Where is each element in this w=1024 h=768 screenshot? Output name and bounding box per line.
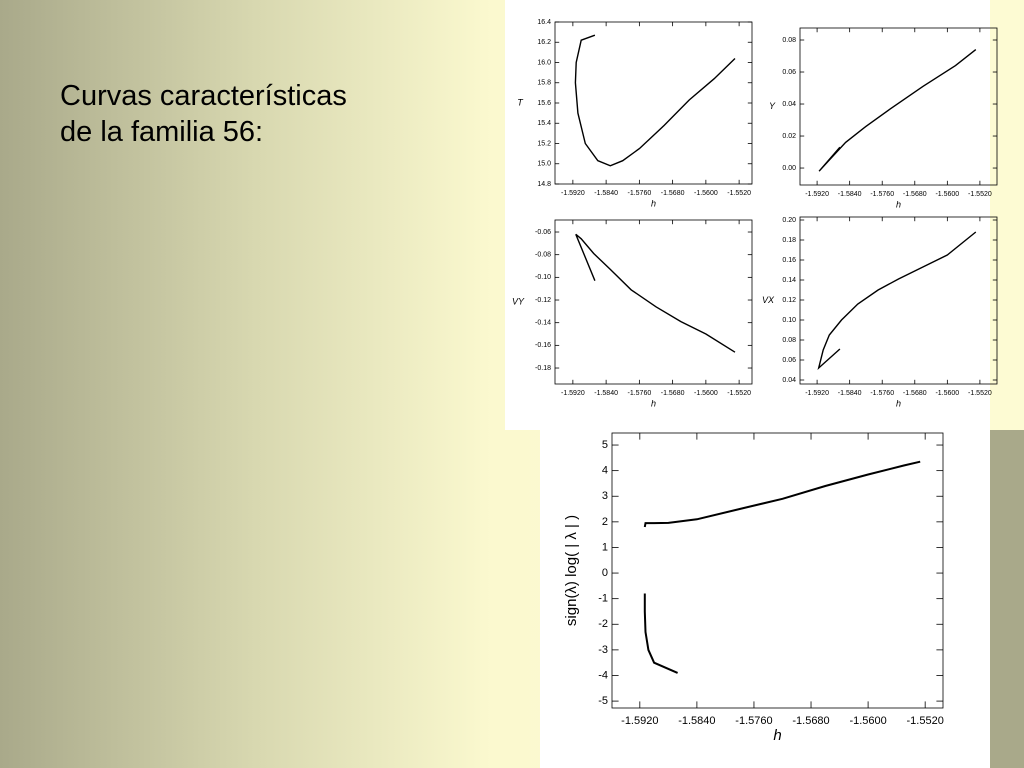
y-tick-label: 0.10 [782, 317, 796, 324]
text-line: de la familia 56: [60, 116, 264, 148]
slide-text: Curvas características de la familia 56: [60, 78, 347, 150]
y-axis-label: Y [769, 101, 776, 111]
text-line: Curvas características [60, 80, 347, 112]
x-tick-label: -1.5920 [561, 190, 585, 197]
y-tick-label: 15.0 [537, 161, 551, 168]
x-tick-label: -1.5600 [694, 390, 718, 397]
data-line [818, 49, 977, 172]
y-tick-label: 0.18 [782, 237, 796, 244]
y-tick-label: 16.2 [537, 39, 551, 46]
plot-frame [799, 27, 998, 186]
y-tick-label: 0.02 [782, 133, 796, 140]
y-tick-label: 0.04 [782, 377, 796, 384]
y-tick-label: 3 [602, 490, 608, 502]
x-tick-label: -1.5520 [727, 190, 751, 197]
plot-frame [554, 219, 753, 385]
x-tick-label: -1.5760 [627, 390, 651, 397]
y-tick-label: 15.2 [537, 140, 551, 147]
x-tick-label: -1.5600 [935, 191, 959, 198]
x-tick-label: -1.5680 [903, 191, 927, 198]
y-tick-label: -0.16 [535, 342, 551, 349]
data-line [575, 233, 736, 353]
plot-frame [611, 432, 944, 709]
y-tick-label: -5 [598, 695, 608, 707]
y-tick-label: 0.08 [782, 37, 796, 44]
plot-frame [799, 216, 998, 385]
y-tick-label: -2 [598, 618, 608, 630]
x-tick-label: -1.5840 [594, 390, 618, 397]
x-tick-label: -1.5600 [694, 190, 718, 197]
y-tick-label: 14.8 [537, 181, 551, 188]
y-tick-label: 15.4 [537, 120, 551, 127]
y-tick-label: 4 [602, 465, 608, 477]
x-axis-label: h [896, 199, 901, 209]
x-tick-label: -1.5680 [661, 190, 685, 197]
x-tick-label: -1.5920 [805, 390, 829, 397]
chart-panel [505, 0, 990, 430]
plot-frame [554, 21, 753, 185]
y-tick-label: -3 [598, 644, 608, 656]
y-tick-label: 16.4 [537, 19, 551, 26]
x-tick-label: -1.5760 [627, 190, 651, 197]
y-axis-label: VX [762, 295, 775, 305]
y-tick-label: -0.12 [535, 297, 551, 304]
x-tick-label: -1.5920 [561, 390, 585, 397]
data-line [574, 34, 736, 167]
y-tick-label: -4 [598, 669, 608, 681]
y-tick-label: -0.10 [535, 274, 551, 281]
y-tick-label: 0 [602, 567, 608, 579]
y-tick-label: -0.14 [535, 320, 551, 327]
x-tick-label: -1.5520 [727, 390, 751, 397]
y-tick-label: -0.08 [535, 252, 551, 259]
y-tick-label: 5 [602, 439, 608, 451]
y-axis-label: T [517, 97, 524, 107]
y-tick-label: 0.00 [782, 165, 796, 172]
y-tick-label: 0.04 [782, 101, 796, 108]
x-tick-label: -1.5840 [678, 715, 715, 727]
x-tick-label: -1.5760 [870, 191, 894, 198]
y-tick-label: 0.06 [782, 69, 796, 76]
y-tick-label: 15.6 [537, 100, 551, 107]
y-tick-label: 0.14 [782, 277, 796, 284]
x-axis-label: h [896, 398, 901, 408]
x-tick-label: -1.5760 [735, 715, 772, 727]
x-axis-label: h [651, 398, 656, 408]
y-tick-label: -1 [598, 593, 608, 605]
y-axis-label: VY [512, 296, 525, 306]
x-tick-label: -1.5520 [968, 390, 992, 397]
x-tick-label: -1.5680 [792, 715, 829, 727]
y-tick-label: 0.12 [782, 297, 796, 304]
x-tick-label: -1.5600 [935, 390, 959, 397]
x-tick-label: -1.5520 [907, 715, 944, 727]
y-tick-label: 16.0 [537, 59, 551, 66]
x-tick-label: -1.5840 [594, 190, 618, 197]
x-tick-label: -1.5520 [968, 191, 992, 198]
x-tick-label: -1.5840 [838, 390, 862, 397]
y-tick-label: 1 [602, 541, 608, 553]
y-tick-label: 0.20 [782, 217, 796, 224]
x-tick-label: -1.5680 [661, 390, 685, 397]
x-tick-label: -1.5680 [903, 390, 927, 397]
x-tick-label: -1.5840 [838, 191, 862, 198]
y-tick-label: -0.06 [535, 229, 551, 236]
y-tick-label: 0.06 [782, 357, 796, 364]
x-tick-label: -1.5920 [805, 191, 829, 198]
x-axis-label: h [773, 727, 781, 744]
y-tick-label: -0.18 [535, 365, 551, 372]
y-tick-label: 15.8 [537, 80, 551, 87]
y-tick-label: 0.16 [782, 257, 796, 264]
x-tick-label: -1.5920 [621, 715, 658, 727]
side-strip [990, 430, 1024, 768]
y-axis-label: sign(λ) log( | λ | ) [563, 515, 580, 626]
x-tick-label: -1.5600 [849, 715, 886, 727]
x-axis-label: h [651, 198, 656, 208]
y-tick-label: 0.08 [782, 337, 796, 344]
x-tick-label: -1.5760 [870, 390, 894, 397]
y-tick-label: 2 [602, 516, 608, 528]
data-line [643, 460, 921, 674]
data-line [817, 231, 977, 371]
